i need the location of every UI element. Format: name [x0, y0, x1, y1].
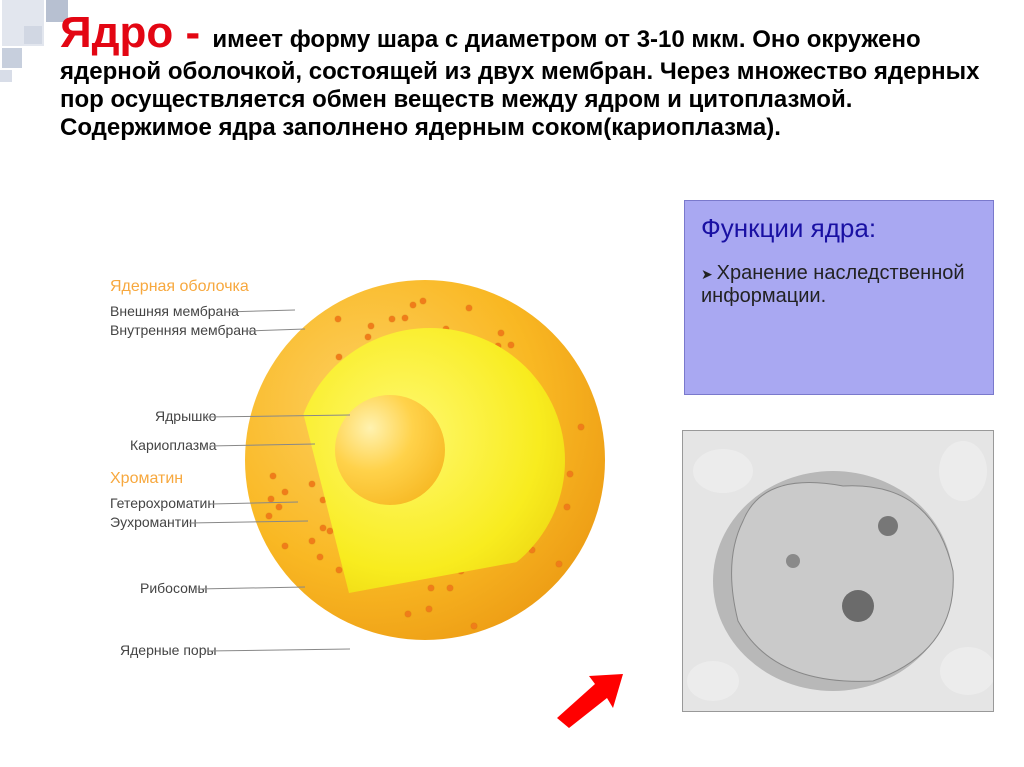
- diagram-label: Ядерные поры: [120, 642, 217, 658]
- diagram-label: Рибосомы: [140, 580, 208, 596]
- nucleus-cutaway: [245, 280, 605, 640]
- section-title-chromatin: Хроматин: [110, 470, 183, 488]
- functions-title: Функции ядра:: [701, 213, 977, 244]
- title-dash: -: [173, 8, 212, 57]
- micrograph-svg: [683, 431, 993, 711]
- title-keyword: Ядро: [60, 8, 173, 57]
- nucleolus: [335, 395, 445, 505]
- diagram-label: Кариоплазма: [130, 437, 217, 453]
- micrograph-image: [682, 430, 994, 712]
- functions-box: Функции ядра: Хранение наследственной ин…: [684, 200, 994, 395]
- diagram-label: Внутренняя мембрана: [110, 322, 257, 338]
- diagram-label: Внешняя мембрана: [110, 303, 239, 319]
- title-paragraph: Ядро - имеет форму шара с диаметром от 3…: [60, 8, 1000, 142]
- red-arrow-icon: [555, 670, 625, 730]
- diagram-label: Ядрышко: [155, 408, 216, 424]
- diagram-label: Эухромантин: [110, 514, 197, 530]
- section-title-envelope: Ядерная оболочка: [110, 278, 249, 296]
- diagram-label: Гетерохроматин: [110, 495, 215, 511]
- function-item: Хранение наследственной информации.: [701, 262, 977, 308]
